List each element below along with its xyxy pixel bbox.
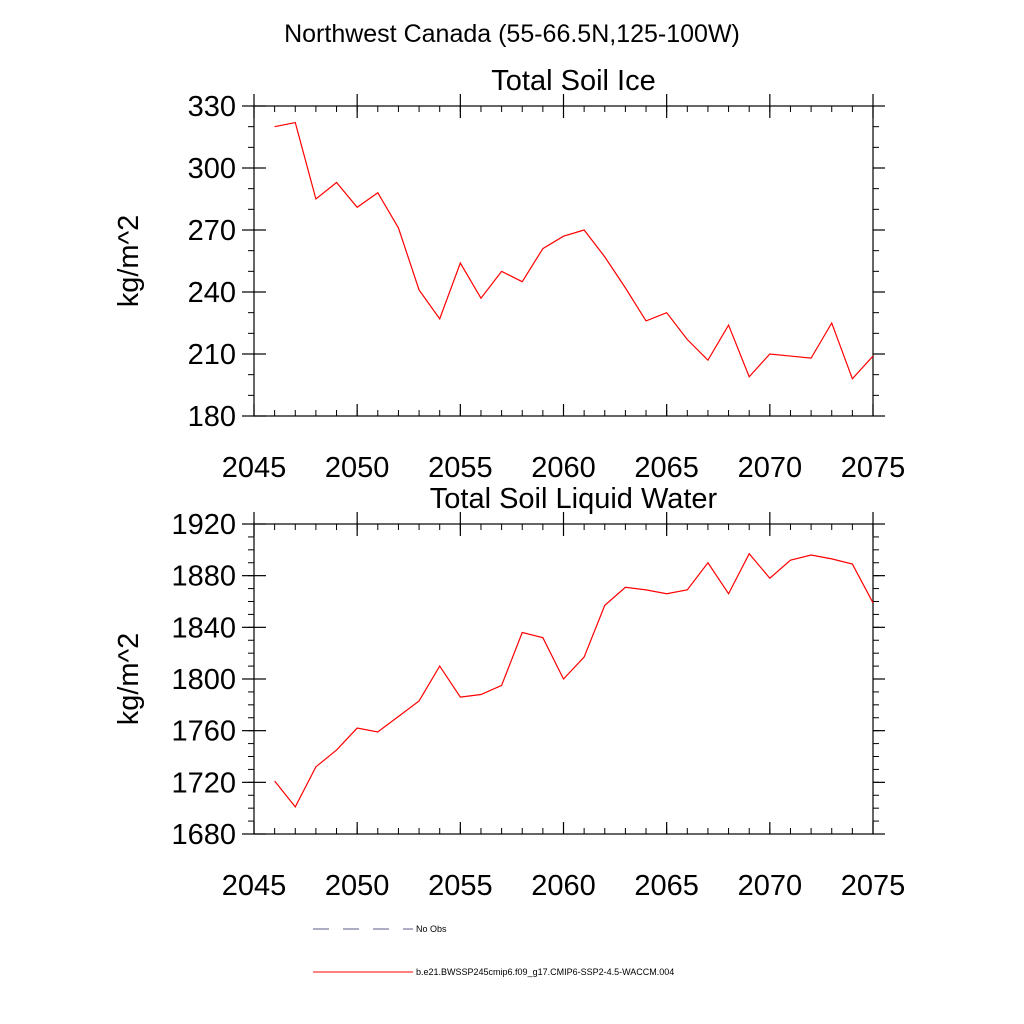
y-tick-label: 210 <box>188 339 236 371</box>
y-axis-label: kg/m^2 <box>113 215 145 308</box>
y-axis-label: kg/m^2 <box>113 633 145 726</box>
x-tick-label: 2065 <box>634 870 699 902</box>
y-tick-label: 1720 <box>171 767 236 799</box>
x-tick-label: 2050 <box>325 870 390 902</box>
y-tick-label: 240 <box>188 277 236 309</box>
x-tick-label: 2060 <box>531 452 596 484</box>
panels: Total Soil Ice kg/m^2 2045 2050 2055 2060 2065… <box>113 65 905 902</box>
x-tick-label: 2060 <box>531 870 596 902</box>
x-tick-label: 2045 <box>222 870 287 902</box>
series-line <box>274 552 874 808</box>
x-tick-label: 2055 <box>428 452 493 484</box>
y-tick-label: 1760 <box>171 716 236 748</box>
x-tick-label: 2055 <box>428 870 493 902</box>
x-tick-label: 2045 <box>222 452 287 484</box>
legend: No Obs b.e21.BWSSP245cmip6.f09_g17.CMIP6-… <box>313 924 674 977</box>
y-tick-label: 1680 <box>171 819 236 851</box>
y-tick-label: 1920 <box>171 509 236 541</box>
x-tick-label: 2065 <box>634 452 699 484</box>
plot-frame <box>253 105 874 417</box>
y-tick-label: 300 <box>188 153 236 185</box>
panel-1: Total Soil Ice kg/m^2 2045 2050 2055 2060 2065… <box>113 65 905 484</box>
legend-item: b.e21.BWSSP245cmip6.f09_g17.CMIP6-SSP2-4… <box>313 967 674 977</box>
y-tick-label: 270 <box>188 215 236 247</box>
figure-title: Northwest Canada (55-66.5N,125-100W) <box>284 20 740 48</box>
x-tick-label: 2070 <box>738 870 803 902</box>
legend-item: No Obs <box>313 924 447 934</box>
x-tick-label: 2075 <box>841 452 906 484</box>
panel-title: Total Soil Liquid Water <box>430 483 718 515</box>
y-tick-label: 1840 <box>171 612 236 644</box>
legend-label: No Obs <box>416 924 447 934</box>
x-tick-label: 2070 <box>738 452 803 484</box>
y-tick-label: 1800 <box>171 664 236 696</box>
panel-2: Total Soil Liquid Water kg/m^2 2045 2050 205… <box>113 483 905 902</box>
series-line <box>274 121 874 380</box>
panel-title: Total Soil Ice <box>491 65 655 97</box>
y-tick-label: 330 <box>188 91 236 123</box>
y-tick-label: 180 <box>188 401 236 433</box>
y-tick-label: 1880 <box>171 561 236 593</box>
x-tick-label: 2075 <box>841 870 906 902</box>
legend-label: b.e21.BWSSP245cmip6.f09_g17.CMIP6-SSP2-4… <box>416 967 674 977</box>
x-tick-label: 2050 <box>325 452 390 484</box>
